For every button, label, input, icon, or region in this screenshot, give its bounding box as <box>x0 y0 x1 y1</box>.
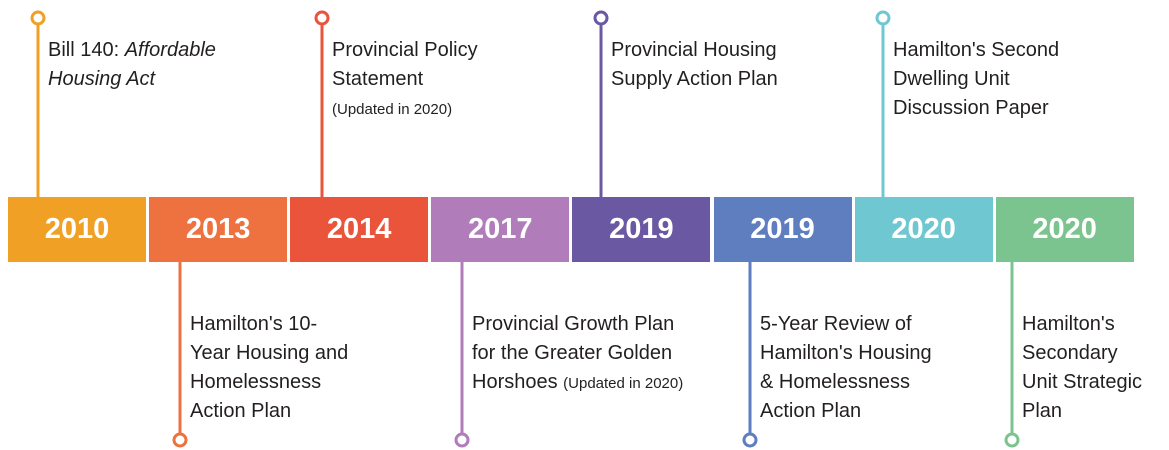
text-line: Provincial Policy <box>332 36 478 65</box>
text-segment: Bill 140: <box>48 39 125 61</box>
text-line: Secondary <box>1022 339 1142 368</box>
year-box: 2020 <box>995 197 1134 262</box>
text-segment: Provincial Policy <box>332 39 478 61</box>
text-line: Discussion Paper <box>893 94 1059 123</box>
text-line: Plan <box>1022 397 1142 426</box>
node <box>172 432 188 448</box>
text-line: Unit Strategic <box>1022 368 1142 397</box>
text-line: Statement <box>332 65 478 94</box>
node <box>593 10 609 26</box>
text-segment: (Updated in 2020) <box>332 101 453 118</box>
node <box>454 432 470 448</box>
year-box: 2019 <box>713 197 852 262</box>
text-line: Action Plan <box>190 397 348 426</box>
node <box>742 432 758 448</box>
event-text: Hamilton's Second Dwelling Unit Discussion… <box>893 36 1059 123</box>
text-segment: Housing Act <box>48 68 156 90</box>
text-segment: for the Greater Golden <box>472 342 673 364</box>
text-line: Provincial Housing <box>611 36 778 65</box>
text-line: & Homelessness <box>760 368 932 397</box>
text-segment: Homelessness <box>190 371 322 393</box>
text-segment: Secondary <box>1022 342 1118 364</box>
text-segment: Action Plan <box>190 400 292 422</box>
text-segment: Hamilton's Housing <box>760 342 932 364</box>
event-text: Provincial Growth Plan for the Greater Go… <box>472 310 683 398</box>
text-line: Homelessness <box>190 368 348 397</box>
event-text: Bill 140: Affordable Housing Act <box>48 36 216 94</box>
text-line: for the Greater Golden <box>472 339 683 368</box>
text-line: Hamilton's <box>1022 310 1142 339</box>
node <box>30 10 46 26</box>
event-text: Provincial Policy Statement (Updated in 20… <box>332 36 478 124</box>
text-segment: Unit Strategic <box>1022 371 1143 393</box>
text-segment: 5-Year Review of <box>760 313 912 335</box>
text-line: 5-Year Review of <box>760 310 932 339</box>
text-line: (Updated in 2020) <box>332 94 478 124</box>
text-segment: Provincial Growth Plan <box>472 313 675 335</box>
text-line: Horshoes (Updated in 2020) <box>472 368 683 398</box>
node <box>314 10 330 26</box>
text-segment: Provincial Housing <box>611 39 777 61</box>
text-segment: Hamilton's Second <box>893 39 1060 61</box>
text-segment: Affordable <box>124 39 216 61</box>
text-segment: & Homelessness <box>760 371 911 393</box>
year-box: 2020 <box>854 197 993 262</box>
year-box: 2017 <box>431 197 570 262</box>
text-segment: Hamilton's 10- <box>190 313 318 335</box>
event-text: Hamilton's Secondary Unit Strategic Plan <box>1022 310 1142 426</box>
text-segment: Dwelling Unit <box>893 68 1010 90</box>
text-line: Supply Action Plan <box>611 65 778 94</box>
text-line: Dwelling Unit <box>893 65 1059 94</box>
text-line: Bill 140: Affordable <box>48 36 216 65</box>
event-text: Hamilton's 10- Year Housing and Homelessne… <box>190 310 348 426</box>
text-segment: Statement <box>332 68 424 90</box>
year-box: 2010 <box>8 197 146 262</box>
text-segment: Supply Action Plan <box>611 68 778 90</box>
text-line: Housing Act <box>48 65 216 94</box>
node <box>875 10 891 26</box>
text-line: Action Plan <box>760 397 932 426</box>
text-segment: Action Plan <box>760 400 862 422</box>
event-text: 5-Year Review of Hamilton's Housing & Home… <box>760 310 932 426</box>
text-line: Hamilton's Second <box>893 36 1059 65</box>
node <box>1004 432 1020 448</box>
text-segment: Plan <box>1022 400 1063 422</box>
text-segment: Discussion Paper <box>893 97 1049 119</box>
text-segment: Year Housing and <box>190 342 349 364</box>
text-line: Hamilton's Housing <box>760 339 932 368</box>
text-line: Provincial Growth Plan <box>472 310 683 339</box>
year-box: 2013 <box>149 197 288 262</box>
text-line: Year Housing and <box>190 339 348 368</box>
text-line: Hamilton's 10- <box>190 310 348 339</box>
text-segment: Hamilton's <box>1022 313 1115 335</box>
text-segment: Horshoes <box>472 371 564 393</box>
event-text: Provincial Housing Supply Action Plan <box>611 36 778 94</box>
year-box: 2014 <box>290 197 429 262</box>
text-segment: (Updated in 2020) <box>563 375 684 392</box>
year-box: 2019 <box>572 197 711 262</box>
